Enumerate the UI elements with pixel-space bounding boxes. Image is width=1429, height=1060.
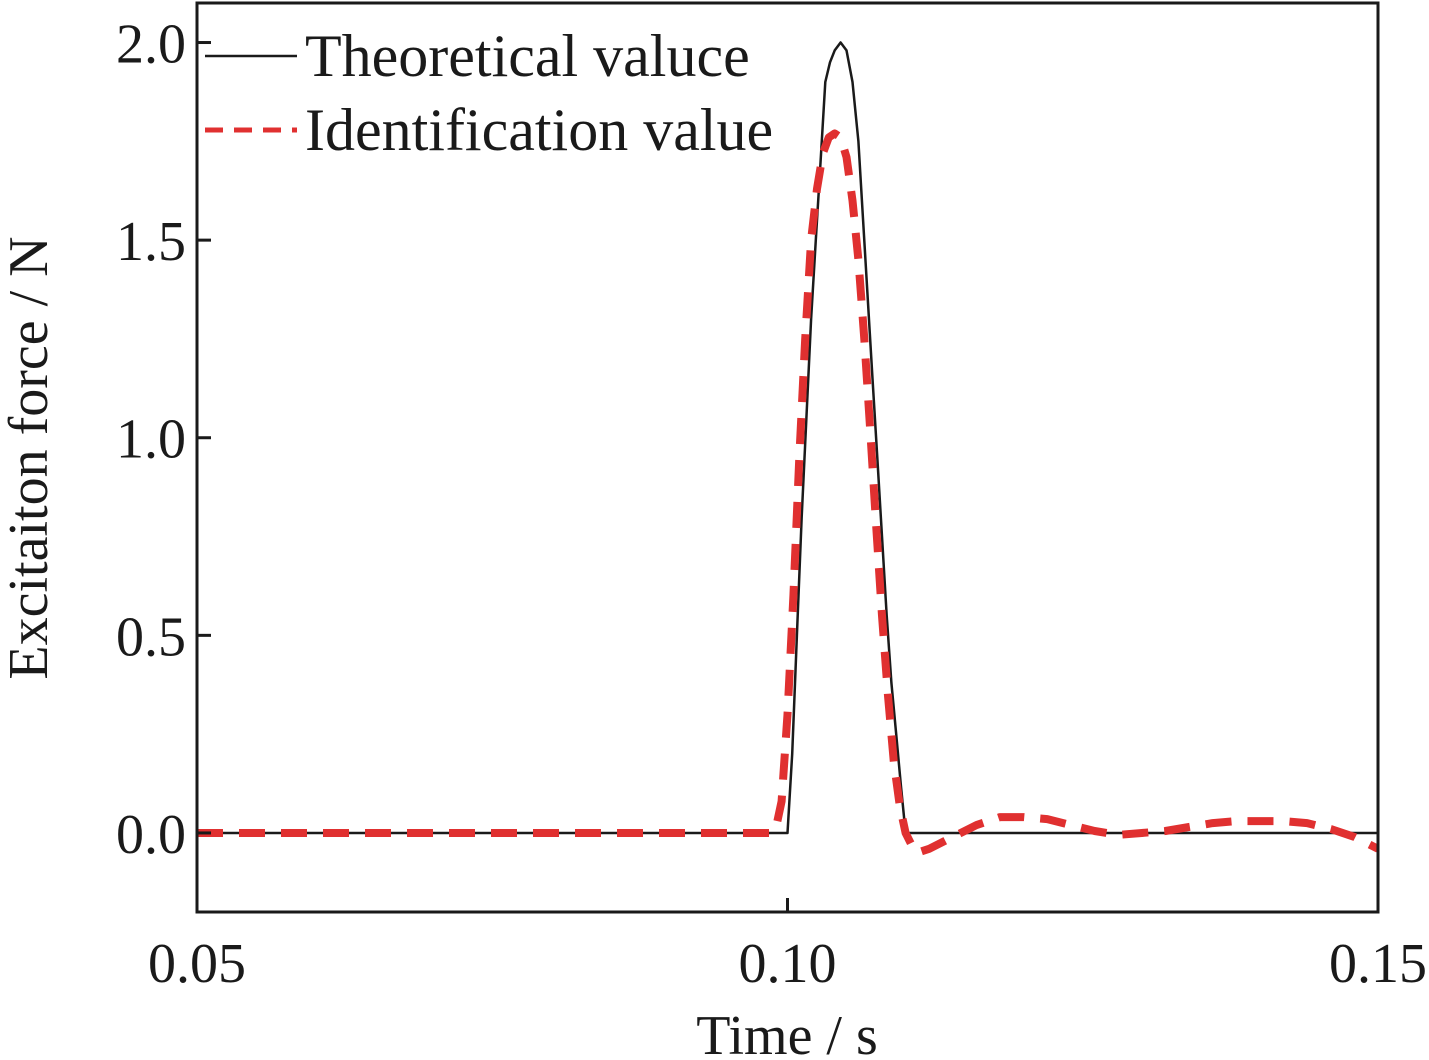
y-tick-label: 1.5: [116, 211, 186, 273]
y-axis-title: Excitaiton force / N: [0, 236, 60, 679]
y-tick-label: 0.5: [116, 606, 186, 668]
legend-label: Identification value: [305, 97, 773, 163]
x-tick-label: 0.15: [1329, 933, 1427, 995]
legend: Theoretical valuce Identification value: [205, 23, 773, 163]
x-tick-label: 0.10: [739, 933, 837, 995]
series-layer: [197, 41, 1378, 857]
x-tick-label: 0.05: [148, 933, 246, 995]
y-tick-label: 1.0: [116, 409, 186, 471]
series-line-identification: [197, 129, 1378, 857]
y-tick-label: 0.0: [116, 804, 186, 866]
y-tick-label: 2.0: [116, 14, 186, 76]
ticks-layer: 0.05 0.10 0.15 0.0 0.5 1.0 1.5 2.0: [116, 14, 1427, 995]
series-line-theoretical: [197, 41, 1378, 835]
x-axis-title: Time / s: [696, 1005, 878, 1060]
legend-label: Theoretical valuce: [305, 23, 750, 89]
